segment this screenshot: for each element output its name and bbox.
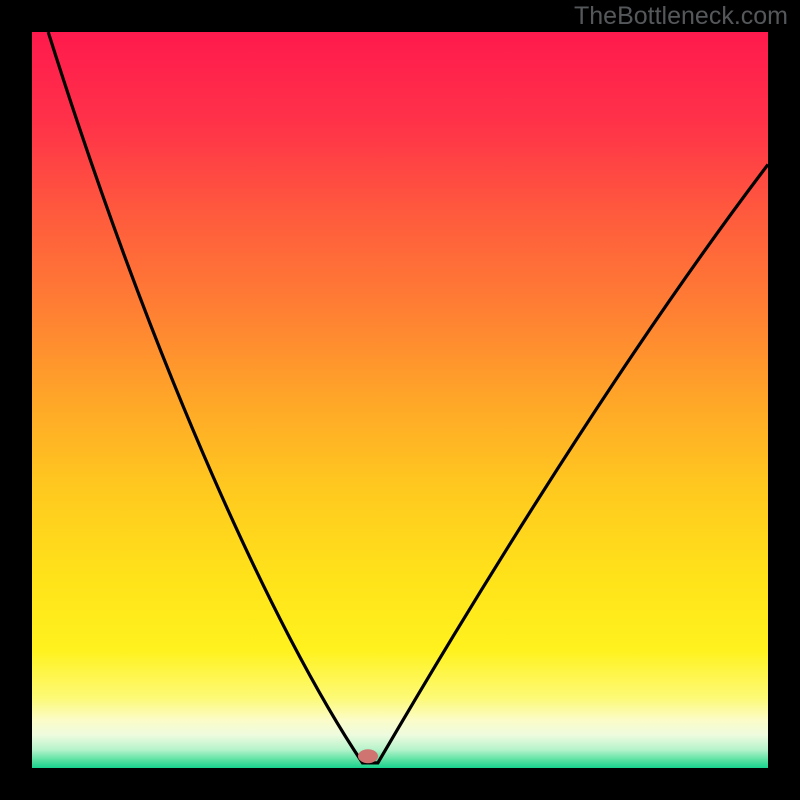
optimal-point-marker [358,749,378,763]
watermark-text: TheBottleneck.com [574,2,788,31]
plot-background [32,32,768,768]
